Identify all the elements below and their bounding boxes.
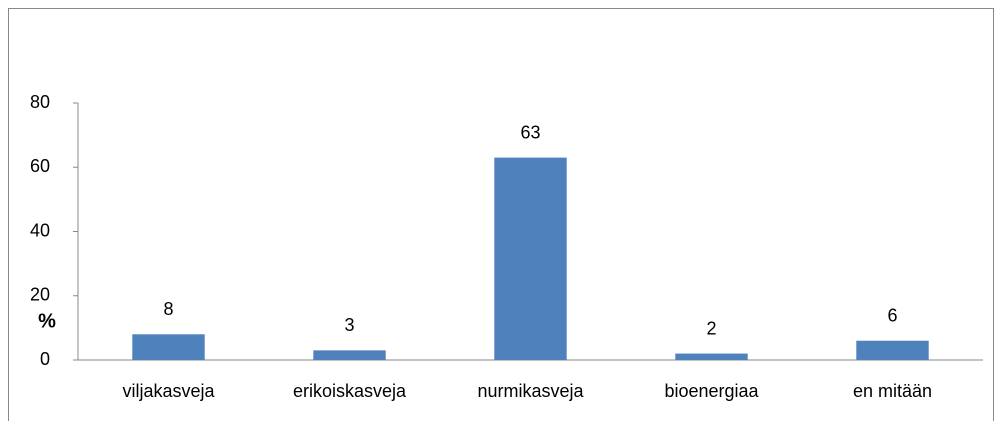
y-axis-label: % (38, 310, 56, 332)
bar (675, 353, 748, 360)
y-tick-label: 0 (40, 349, 50, 369)
bar (494, 157, 567, 360)
x-tick-label: erikoiskasveja (293, 381, 407, 401)
bar (132, 334, 205, 360)
x-tick-label: nurmikasveja (477, 381, 584, 401)
data-label: 2 (706, 318, 716, 338)
y-tick-label: 40 (30, 220, 50, 240)
bar (313, 350, 386, 360)
x-tick-label: en mitään (853, 381, 932, 401)
x-tick-label: bioenergiaa (664, 381, 759, 401)
chart-border (8, 8, 994, 421)
y-tick-label: 80 (30, 92, 50, 112)
x-tick-label: viljakasveja (122, 381, 215, 401)
data-label: 6 (887, 305, 897, 325)
data-label: 63 (520, 122, 540, 142)
bar (856, 340, 929, 360)
y-tick-label: 60 (30, 156, 50, 176)
data-label: 3 (344, 315, 354, 335)
data-label: 8 (163, 299, 173, 319)
y-tick-label: 20 (30, 285, 50, 305)
